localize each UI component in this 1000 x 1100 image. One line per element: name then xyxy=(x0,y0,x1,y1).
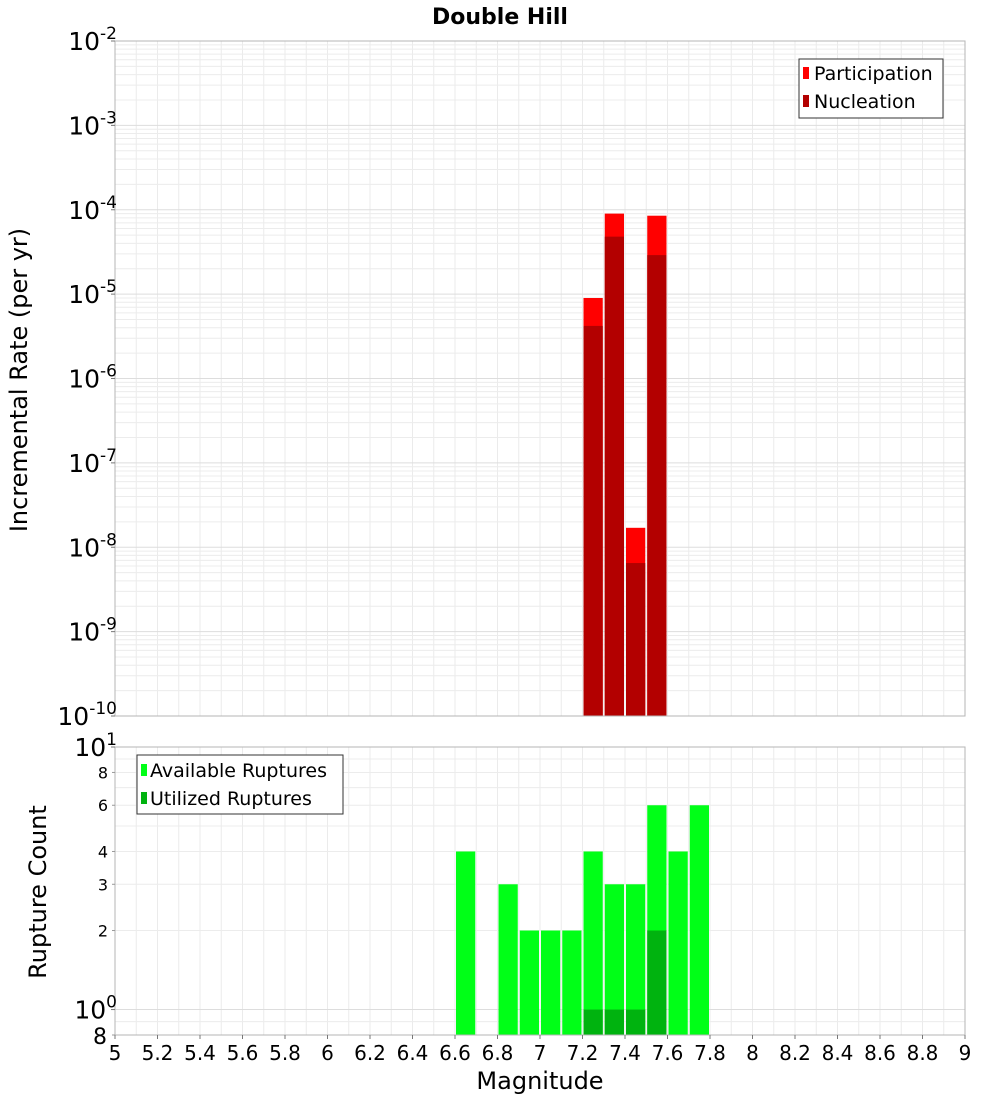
tick-label-base: 10 xyxy=(68,533,100,562)
x-tick-label: 5 xyxy=(109,1041,122,1065)
tick-label-exponent: -4 xyxy=(100,193,117,213)
legend-label-utilized-ruptures: Utilized Ruptures xyxy=(150,788,312,810)
tick-label-base: 10 xyxy=(68,280,100,309)
panel-0-grid xyxy=(114,40,966,717)
y-tick-label: 10-6 xyxy=(68,362,117,394)
x-tick-label: 7.2 xyxy=(567,1041,599,1065)
y-tick-label: 10-9 xyxy=(68,615,117,647)
tick-label-exponent: -3 xyxy=(100,108,117,128)
legend-swatch-nucleation xyxy=(803,95,809,107)
x-tick-label: 6.2 xyxy=(354,1041,386,1065)
y-minor-tick-label: 2 xyxy=(98,922,108,941)
tick-label-base: 10 xyxy=(74,733,106,762)
chart-title: Double Hill xyxy=(432,5,568,30)
x-tick-label: 9 xyxy=(959,1041,972,1065)
x-tick-label: 8 xyxy=(746,1041,759,1065)
y-tick-label: 10-10 xyxy=(57,699,117,731)
top-y-axis-label: Incremental Rate (per yr) xyxy=(5,228,33,532)
tick-label-exponent: -9 xyxy=(100,615,117,635)
bottom-legend: Available Ruptures Utilized Ruptures xyxy=(136,754,344,815)
legend-swatch-utilized-ruptures xyxy=(141,792,147,804)
bar-utilized-ruptures xyxy=(604,1009,624,1035)
panel-1-bars xyxy=(456,805,709,1035)
bar-available-ruptures xyxy=(456,851,476,1035)
x-tick-label: 7.4 xyxy=(609,1041,641,1065)
y-tick-label: 10-8 xyxy=(68,530,117,562)
tick-label-exponent: 0 xyxy=(106,993,117,1013)
legend-swatch-available-ruptures xyxy=(141,764,147,776)
x-tick-label: 6.4 xyxy=(397,1041,429,1065)
y-tick-label: 10-5 xyxy=(68,277,117,309)
x-tick-label: 7.8 xyxy=(694,1041,726,1065)
legend-box xyxy=(798,58,944,119)
tick-label-exponent: -5 xyxy=(100,277,117,297)
y-minor-tick-label: 3 xyxy=(98,875,108,894)
x-tick-label: 5.4 xyxy=(184,1041,216,1065)
tick-label-base: 10 xyxy=(68,449,100,478)
bottom-y-axis-label: Rupture Count xyxy=(24,805,52,979)
x-axis-label: Magnitude xyxy=(476,1067,603,1095)
tick-label-exponent: -7 xyxy=(100,446,117,466)
top-legend: Participation Nucleation xyxy=(798,58,944,119)
bar-available-ruptures xyxy=(668,851,688,1035)
x-tick-label: 8.4 xyxy=(822,1041,854,1065)
legend-label-available-ruptures: Available Ruptures xyxy=(150,760,327,782)
tick-label-base: 10 xyxy=(74,996,106,1025)
x-tick-label: 7.6 xyxy=(652,1041,684,1065)
x-tick-label: 6.6 xyxy=(439,1041,471,1065)
tick-label-exponent: -10 xyxy=(89,699,117,719)
tick-label-base: 10 xyxy=(68,27,100,56)
legend-box xyxy=(136,754,344,815)
y-tick-label: 10-4 xyxy=(68,193,117,225)
y-tick-label: 100 xyxy=(74,993,117,1025)
x-tick-label: 8.8 xyxy=(907,1041,939,1065)
y-minor-tick-label: 8 xyxy=(98,763,108,782)
tick-label-exponent: -2 xyxy=(100,24,117,44)
tick-label-base: 10 xyxy=(68,196,100,225)
x-tick-label: 6.8 xyxy=(482,1041,514,1065)
legend-label-participation: Participation xyxy=(814,63,933,85)
x-tick-label: 5.8 xyxy=(269,1041,301,1065)
y-tick-label: 10-2 xyxy=(68,24,117,56)
tick-label-exponent: -8 xyxy=(100,530,117,550)
bar-utilized-ruptures xyxy=(626,1009,646,1035)
x-tick-label: 5.2 xyxy=(142,1041,174,1065)
bar-nucleation xyxy=(583,325,603,716)
tick-label-exponent: 1 xyxy=(106,730,117,750)
bar-utilized-ruptures xyxy=(647,930,667,1035)
y-tick-label: 10-7 xyxy=(68,446,117,478)
bar-available-ruptures xyxy=(519,930,539,1035)
y-minor-tick-label: 4 xyxy=(98,842,108,861)
tick-label-base: 10 xyxy=(68,111,100,140)
bar-nucleation xyxy=(647,255,667,716)
y-minor-tick-label: 6 xyxy=(98,796,108,815)
bar-available-ruptures xyxy=(562,930,582,1035)
panel-0-bars xyxy=(583,213,667,717)
legend-swatch-participation xyxy=(803,67,809,79)
y-minor-tick-label: 8 xyxy=(93,1025,107,1050)
x-tick-label: 6 xyxy=(321,1041,334,1065)
tick-label-base: 10 xyxy=(68,365,100,394)
y-tick-label: 101 xyxy=(74,730,117,762)
x-tick-label: 8.2 xyxy=(779,1041,811,1065)
bar-available-ruptures xyxy=(541,930,561,1035)
legend-label-nucleation: Nucleation xyxy=(814,91,916,113)
y-tick-label: 10-3 xyxy=(68,108,117,140)
bar-available-ruptures xyxy=(498,884,518,1035)
tick-label-base: 10 xyxy=(68,618,100,647)
bar-available-ruptures xyxy=(604,884,624,1035)
bar-nucleation xyxy=(626,563,646,716)
bar-utilized-ruptures xyxy=(583,1009,603,1035)
bar-available-ruptures xyxy=(583,851,603,1035)
tick-label-base: 10 xyxy=(57,702,89,731)
bar-nucleation xyxy=(604,236,624,716)
bar-available-ruptures xyxy=(689,805,709,1035)
x-tick-label: 7 xyxy=(534,1041,547,1065)
x-tick-label: 8.6 xyxy=(864,1041,896,1065)
tick-label-exponent: -6 xyxy=(100,362,117,382)
x-tick-label: 5.6 xyxy=(227,1041,259,1065)
bar-available-ruptures xyxy=(626,884,646,1035)
